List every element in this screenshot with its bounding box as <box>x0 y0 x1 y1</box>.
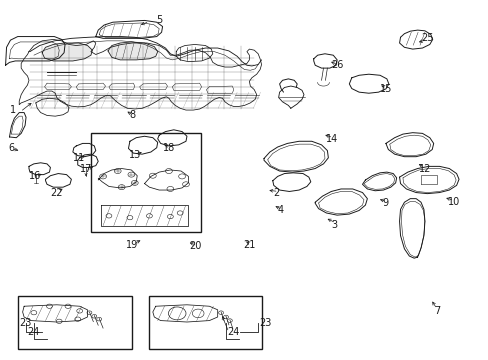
Text: 26: 26 <box>330 60 343 70</box>
Text: 6: 6 <box>8 143 15 153</box>
Text: 8: 8 <box>129 111 135 121</box>
Text: 3: 3 <box>331 220 337 230</box>
Bar <box>18 296 132 349</box>
Text: 24: 24 <box>27 327 40 337</box>
Text: 16: 16 <box>29 171 41 181</box>
Text: 24: 24 <box>226 327 239 337</box>
Text: 1: 1 <box>10 105 16 115</box>
Text: 23: 23 <box>19 318 32 328</box>
Text: 15: 15 <box>379 84 391 94</box>
Text: 11: 11 <box>72 153 84 163</box>
Text: 20: 20 <box>189 241 202 251</box>
Polygon shape <box>42 43 92 61</box>
Text: 21: 21 <box>243 239 255 249</box>
Text: 19: 19 <box>126 239 138 249</box>
Bar <box>91 134 200 232</box>
Text: 25: 25 <box>420 33 433 43</box>
Text: 7: 7 <box>433 306 439 316</box>
Text: 13: 13 <box>128 150 141 160</box>
Text: 18: 18 <box>163 143 175 153</box>
Text: 10: 10 <box>447 197 459 207</box>
Text: 2: 2 <box>272 188 279 198</box>
Text: 23: 23 <box>259 318 271 328</box>
Text: 14: 14 <box>325 134 338 144</box>
Text: 4: 4 <box>278 206 284 216</box>
Bar <box>149 296 261 349</box>
Text: 5: 5 <box>156 15 162 26</box>
Text: 17: 17 <box>80 164 92 174</box>
Text: 9: 9 <box>382 198 388 208</box>
Polygon shape <box>108 42 158 60</box>
Text: 12: 12 <box>418 164 430 174</box>
Text: 22: 22 <box>50 188 63 198</box>
